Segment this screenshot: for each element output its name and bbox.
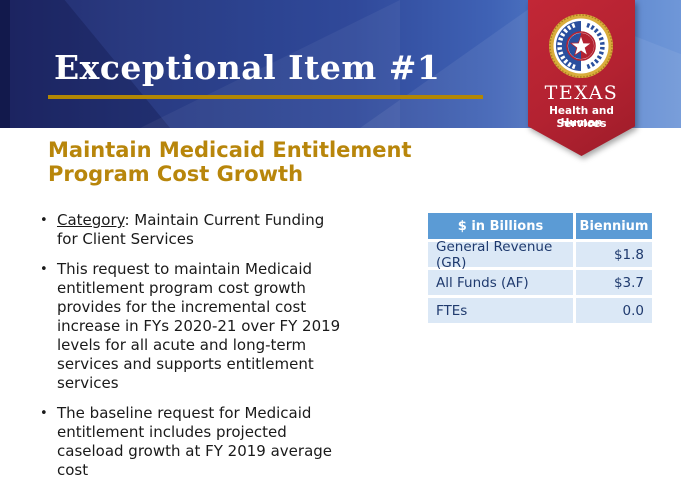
page-title: Exceptional Item #1 [54, 48, 441, 87]
bullet-text: The baseline request for Medicaid entitl… [57, 404, 333, 479]
band-left-edge [0, 0, 10, 128]
bullet-item-category: • Category: Maintain Current Funding for… [40, 211, 432, 249]
row-value: $1.8 [576, 242, 652, 267]
logo-subtitle-line2: Services [556, 118, 607, 130]
bullet-item-baseline: • The baseline request for Medicaid enti… [40, 404, 432, 480]
bullet-item-request: • This request to maintain Medicaid enti… [40, 260, 432, 393]
bullet-list: • Category: Maintain Current Funding for… [40, 211, 432, 482]
gold-rule [48, 95, 483, 99]
category-label: Category [57, 211, 125, 229]
row-label: General Revenue (GR) [428, 239, 573, 271]
ribbon-banner: TEXAS Health and Human Services [528, 0, 635, 156]
row-label: FTEs [428, 298, 573, 323]
table-header-dollars: $ in Billions [428, 213, 573, 239]
bullet-dot-icon: • [40, 262, 48, 277]
logo-subtitle-line1: Health and Human [549, 105, 614, 129]
table-header-row: $ in Billions Biennium [428, 213, 652, 239]
table-row: All Funds (AF) $3.7 [428, 270, 652, 295]
row-value: $3.7 [576, 270, 652, 295]
bullet-dot-icon: • [40, 406, 48, 421]
bullet-text: Category: Maintain Current Funding for C… [57, 211, 324, 249]
row-label: All Funds (AF) [428, 270, 573, 295]
section-heading: Maintain Medicaid Entitlement Program Co… [48, 138, 412, 186]
table-row: General Revenue (GR) $1.8 [428, 239, 652, 271]
funding-table: $ in Billions Biennium General Revenue (… [428, 213, 652, 326]
bullet-dot-icon: • [40, 213, 48, 228]
table-row: FTEs 0.0 [428, 298, 652, 323]
category-rest: : Maintain Current Funding for Client Se… [57, 211, 325, 248]
texas-hhs-seal-icon [549, 14, 613, 78]
hhs-ribbon: TEXAS Health and Human Services [528, 0, 635, 156]
table-header-biennium: Biennium [576, 213, 652, 239]
logo-texas: TEXAS [544, 82, 619, 104]
row-value: 0.0 [576, 298, 652, 323]
bullet-text: This request to maintain Medicaid entitl… [57, 260, 341, 392]
